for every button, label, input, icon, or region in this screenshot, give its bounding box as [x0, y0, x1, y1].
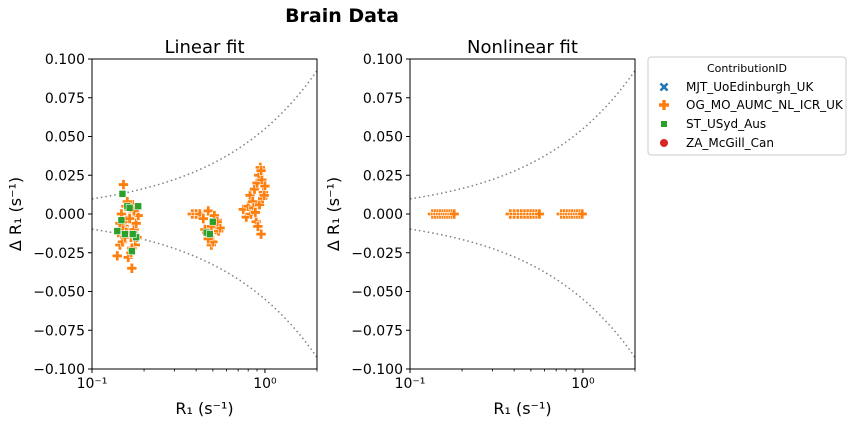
- y-tick-label: −0.050: [351, 285, 403, 301]
- data-point-st: [134, 202, 142, 211]
- linear-fit-title: Linear fit: [164, 37, 244, 58]
- square-marker-icon: [661, 121, 667, 127]
- legend-label-mjt: MJT_UoEdinburgh_UK: [686, 80, 814, 94]
- data-point-st: [125, 204, 134, 212]
- data-point-st: [209, 217, 217, 226]
- y-tick-label: 0.100: [45, 52, 85, 68]
- upper-limit-curve: [92, 70, 317, 200]
- data-point-st: [128, 230, 137, 238]
- y-tick-label: −0.025: [33, 246, 85, 262]
- y-axis-label: Δ R₁ (s⁻¹): [6, 177, 25, 251]
- x-axis-label: R₁ (s⁻¹): [493, 399, 551, 418]
- y-tick-label: −0.100: [33, 362, 85, 378]
- data-point-st: [118, 190, 127, 198]
- data-point-og: [259, 180, 271, 192]
- lower-limit-curve: [92, 228, 317, 358]
- y-tick-label: 0.000: [45, 207, 85, 223]
- upper-limit-curve: [410, 70, 635, 200]
- data-point-st: [121, 230, 129, 238]
- y-tick-label: 0.025: [363, 168, 403, 184]
- y-tick-label: 0.050: [45, 130, 85, 146]
- legend-entry-og: OG_MO_AUMC_NL_ICR_UK: [659, 98, 844, 112]
- data-point-og: [126, 262, 138, 274]
- y-tick-label: 0.025: [45, 168, 85, 184]
- y-tick-label: 0.050: [363, 130, 403, 146]
- y-tick-label: −0.075: [351, 323, 403, 339]
- linear-fit-panel: Linear fit 0.100 0.075 0.050 0.025 0.000 −0.02…: [6, 37, 318, 418]
- y-tick-label: 0.000: [363, 207, 403, 223]
- data-point-st: [128, 247, 136, 255]
- y-tick-label: −0.100: [351, 362, 403, 378]
- legend-entry-za: ZA_McGill_Can: [660, 136, 774, 150]
- circle-marker-icon: [660, 139, 668, 147]
- x-tick-label: 10⁻¹: [395, 376, 426, 392]
- figure-title: Brain Data: [285, 5, 399, 27]
- y-tick-label: 0.100: [363, 52, 403, 68]
- legend-frame: [647, 56, 847, 156]
- legend-label-st: ST_USyd_Aus: [686, 117, 766, 131]
- linear-plot-area: [92, 70, 317, 358]
- data-point-st: [113, 227, 122, 235]
- data-point-og: [111, 250, 123, 262]
- y-tick-label: −0.075: [33, 323, 85, 339]
- legend-label-og: OG_MO_AUMC_NL_ICR_UK: [686, 98, 844, 112]
- legend-title: ContributionID: [707, 62, 787, 75]
- y-tick-label: 0.075: [45, 91, 85, 107]
- x-tick-label: 10⁻¹: [77, 376, 108, 392]
- data-point-st: [206, 230, 214, 238]
- y-tick-label: −0.050: [33, 285, 85, 301]
- plus-marker-icon: [659, 100, 669, 110]
- y-tick-label: −0.025: [351, 246, 403, 262]
- x-tick-label: 10⁰: [253, 376, 277, 392]
- x-tick-label: 10⁰: [571, 376, 595, 392]
- data-point-og: [118, 179, 129, 190]
- legend-entry-st: ST_USyd_Aus: [661, 117, 766, 131]
- legend: ContributionID MJT_UoEdinburgh_UK OG_MO_…: [647, 56, 847, 156]
- data-point-og: [197, 213, 209, 224]
- nonlinear-fit-panel: Nonlinear fit 0.100 0.075 0.050 0.025 0.000 −0…: [324, 37, 636, 418]
- x-axis-label: R₁ (s⁻¹): [175, 399, 233, 418]
- y-tick-label: 0.075: [363, 91, 403, 107]
- data-point-st: [117, 216, 126, 224]
- nonlinear-fit-title: Nonlinear fit: [467, 37, 578, 58]
- x-marker-icon: [659, 82, 669, 92]
- data-point-og: [255, 228, 267, 240]
- nonlinear-plot-area: [410, 70, 635, 358]
- data-point-og: [258, 190, 270, 201]
- data-point-og: [576, 208, 588, 220]
- data-point-og: [252, 221, 264, 232]
- data-point-og: [255, 165, 267, 176]
- data-point-og: [534, 208, 545, 220]
- y-axis-label: Δ R₁ (s⁻¹): [324, 177, 343, 251]
- legend-label-za: ZA_McGill_Can: [686, 136, 774, 150]
- legend-entry-mjt: MJT_UoEdinburgh_UK: [659, 80, 814, 94]
- data-point-og: [250, 207, 261, 218]
- data-point-og: [448, 208, 460, 220]
- lower-limit-curve: [410, 228, 635, 358]
